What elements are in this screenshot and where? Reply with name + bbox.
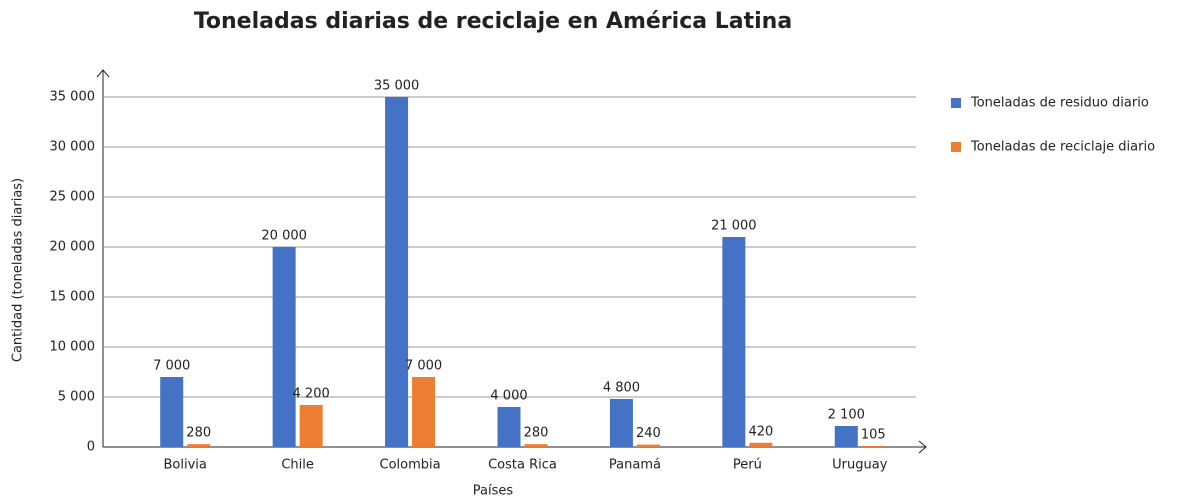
bar	[722, 237, 746, 447]
data-label: 420	[748, 424, 773, 439]
y-tick-label: 10 000	[50, 340, 96, 355]
data-label: 35 000	[374, 79, 420, 94]
x-axis-arrow	[918, 440, 927, 454]
x-tick-label: Colombia	[380, 458, 441, 473]
data-label: 240	[636, 426, 661, 441]
x-tick-label: Costa Rica	[488, 458, 557, 473]
legend-swatch	[951, 98, 961, 108]
data-label: 21 000	[711, 219, 757, 234]
data-label: 4 200	[293, 387, 330, 402]
bar	[160, 377, 184, 447]
bar	[834, 426, 858, 447]
data-label: 4 800	[603, 381, 640, 396]
y-tick-label: 20 000	[50, 240, 96, 255]
data-label: 7 000	[153, 359, 190, 374]
x-axis-label: Países	[473, 484, 514, 499]
bar	[524, 444, 548, 447]
y-tick-label: 35 000	[50, 90, 96, 105]
x-tick-label: Uruguay	[832, 458, 888, 473]
legend-swatch	[951, 142, 961, 152]
y-tick-label: 0	[87, 440, 95, 455]
chart-title: Toneladas diarias de reciclaje en Améric…	[194, 9, 792, 34]
data-label: 4 000	[490, 389, 527, 404]
x-tick-label: Bolivia	[164, 458, 207, 473]
y-tick-label: 25 000	[50, 190, 96, 205]
bar	[609, 399, 633, 447]
y-tick-label: 15 000	[50, 290, 96, 305]
legend-label: Toneladas de reciclaje diario	[970, 140, 1155, 155]
bar	[861, 445, 885, 447]
x-tick-label: Panamá	[609, 458, 661, 473]
bar	[412, 377, 436, 447]
data-label: 7 000	[405, 359, 442, 374]
x-tick-label: Perú	[733, 458, 762, 473]
data-label: 105	[861, 427, 886, 442]
legend-label: Toneladas de residuo diario	[970, 96, 1149, 111]
data-label: 2 100	[828, 408, 865, 423]
y-tick-label: 30 000	[50, 140, 96, 155]
y-tick-label: 5 000	[58, 390, 95, 405]
y-axis-label: Cantidad (toneladas diarias)	[11, 178, 26, 362]
y-axis-arrow	[96, 69, 110, 78]
bar	[749, 442, 773, 447]
bar	[299, 405, 323, 447]
bar	[187, 444, 211, 447]
x-tick-label: Chile	[281, 458, 314, 473]
bar	[385, 97, 409, 447]
bar	[272, 247, 296, 447]
bar	[636, 444, 660, 447]
bar	[497, 407, 521, 447]
data-label: 280	[186, 426, 211, 441]
data-label: 280	[524, 426, 549, 441]
data-label: 20 000	[261, 229, 307, 244]
